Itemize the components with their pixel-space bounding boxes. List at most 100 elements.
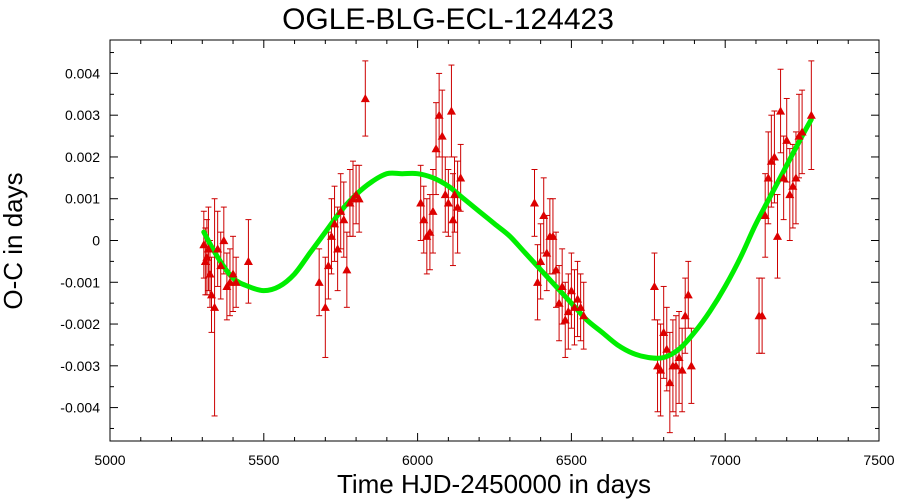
- y-tick-label: 0.001: [65, 191, 100, 207]
- x-tick-label: 6500: [556, 452, 587, 468]
- data-point: [342, 265, 352, 274]
- data-point: [794, 131, 804, 140]
- data-point: [446, 106, 456, 115]
- data-point: [536, 256, 546, 265]
- y-tick-label: 0.002: [65, 149, 100, 165]
- data-point: [219, 236, 229, 245]
- data-point: [345, 198, 355, 207]
- data-point: [763, 173, 773, 182]
- data-point: [360, 93, 370, 103]
- data-point: [314, 277, 324, 286]
- data-point: [437, 131, 447, 140]
- x-axis-label: Time HJD-2450000 in days: [337, 469, 651, 499]
- data-point: [766, 156, 776, 165]
- x-tick-label: 6000: [402, 452, 433, 468]
- data-point: [216, 261, 226, 270]
- data-point: [320, 302, 330, 311]
- data-point: [422, 231, 432, 240]
- data-point: [431, 144, 441, 153]
- data-point: [348, 194, 358, 203]
- data-point: [674, 352, 684, 362]
- data-point: [542, 248, 552, 257]
- data-point: [554, 298, 564, 307]
- data-point: [354, 194, 364, 203]
- data-point: [200, 256, 210, 265]
- data-point: [443, 198, 453, 207]
- data-point: [560, 315, 570, 324]
- data-point: [323, 261, 333, 270]
- data-point: [243, 256, 253, 265]
- data-points: [199, 93, 816, 387]
- data-point: [683, 290, 693, 299]
- data-point: [566, 286, 576, 295]
- data-point: [326, 231, 336, 240]
- y-axis-label: O-C in days: [0, 172, 28, 309]
- data-point: [551, 265, 561, 274]
- data-point: [333, 244, 343, 253]
- data-point: [203, 244, 213, 253]
- data-point: [539, 210, 549, 220]
- data-point: [785, 190, 795, 199]
- data-point: [573, 294, 583, 303]
- data-point: [677, 365, 687, 374]
- data-point: [205, 269, 215, 278]
- data-point: [656, 365, 666, 374]
- axis-ticks: 5000 5500 6000 6500 7000 7500 0.004 0.003 0.002 0…: [60, 40, 895, 468]
- data-point: [772, 231, 782, 240]
- data-point: [456, 173, 466, 182]
- data-point: [569, 302, 579, 311]
- data-point: [210, 302, 220, 311]
- data-point: [686, 361, 696, 370]
- data-point: [680, 311, 690, 320]
- data-point: [207, 290, 217, 299]
- data-point: [202, 252, 212, 261]
- data-point: [779, 173, 789, 182]
- y-tick-label: 0: [92, 233, 100, 249]
- y-tick-label: 0.003: [65, 107, 100, 123]
- data-point: [806, 110, 816, 119]
- data-point: [563, 307, 573, 316]
- data-point: [788, 181, 798, 190]
- y-tick-label: -0.001: [60, 274, 100, 290]
- data-point: [769, 152, 779, 161]
- x-tick-label: 5500: [248, 452, 279, 468]
- y-tick-label: -0.002: [60, 316, 100, 332]
- data-point: [579, 311, 589, 320]
- x-tick-label: 7000: [710, 452, 741, 468]
- data-point: [225, 277, 235, 286]
- data-point: [428, 206, 438, 215]
- data-point: [434, 110, 444, 119]
- data-point: [222, 281, 232, 291]
- data-point: [330, 219, 340, 228]
- data-point: [419, 215, 429, 224]
- fit-curve: [201, 116, 814, 361]
- data-point: [453, 202, 463, 211]
- data-point: [529, 198, 539, 207]
- data-point: [450, 190, 460, 199]
- data-point: [782, 135, 792, 144]
- y-tick-label: -0.003: [60, 358, 100, 374]
- data-point: [199, 240, 209, 249]
- y-tick-label: -0.004: [60, 400, 100, 416]
- data-point: [228, 269, 238, 278]
- data-point: [440, 190, 450, 199]
- data-point: [213, 244, 223, 253]
- data-point: [757, 311, 767, 320]
- data-point: [797, 127, 807, 136]
- data-point: [231, 277, 241, 286]
- data-point: [671, 361, 681, 370]
- data-point: [665, 378, 675, 387]
- data-point: [448, 215, 458, 224]
- x-tick-label: 7500: [863, 452, 894, 468]
- data-point: [548, 231, 558, 240]
- data-point: [339, 215, 349, 224]
- y-tick-label: 0.004: [65, 65, 100, 81]
- data-point: [336, 206, 346, 215]
- data-point: [533, 277, 543, 286]
- data-point: [576, 302, 586, 311]
- data-point: [425, 227, 435, 236]
- data-point: [791, 173, 801, 182]
- data-point: [776, 106, 786, 115]
- error-bars: [200, 60, 815, 434]
